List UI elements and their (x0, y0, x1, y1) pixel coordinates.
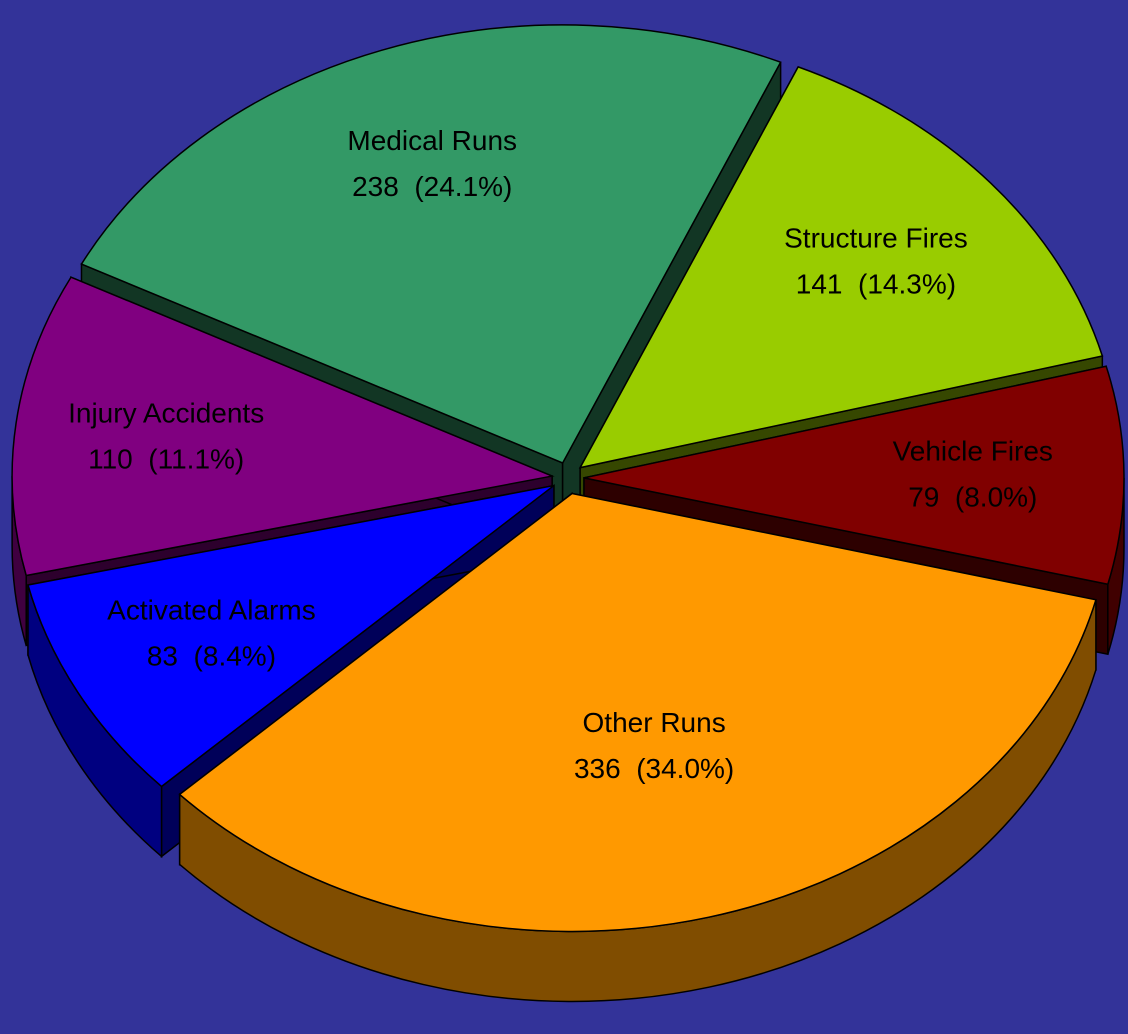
slice-label: Medical Runs (347, 125, 517, 156)
slice-label: Injury Accidents (68, 397, 264, 428)
slice (578, 65, 1104, 469)
slice-value-label: 141 (14.3%) (796, 268, 956, 299)
slice (178, 492, 1097, 933)
slice-value-label: 110 (11.1%) (88, 443, 244, 474)
slice-value-label: 83 (8.4%) (147, 640, 276, 671)
slice-value-label: 336 (34.0%) (574, 753, 734, 784)
slice-label: Activated Alarms (107, 594, 316, 625)
slice-label: Vehicle Fires (893, 435, 1053, 466)
slice-label: Structure Fires (784, 222, 968, 253)
slice (11, 276, 555, 577)
slice-value-label: 79 (8.0%) (908, 481, 1037, 512)
slice-label: Other Runs (583, 707, 726, 738)
slice-value-label: 238 (24.1%) (352, 171, 512, 202)
slice (583, 365, 1125, 586)
slice (80, 24, 782, 464)
slice (27, 484, 555, 788)
